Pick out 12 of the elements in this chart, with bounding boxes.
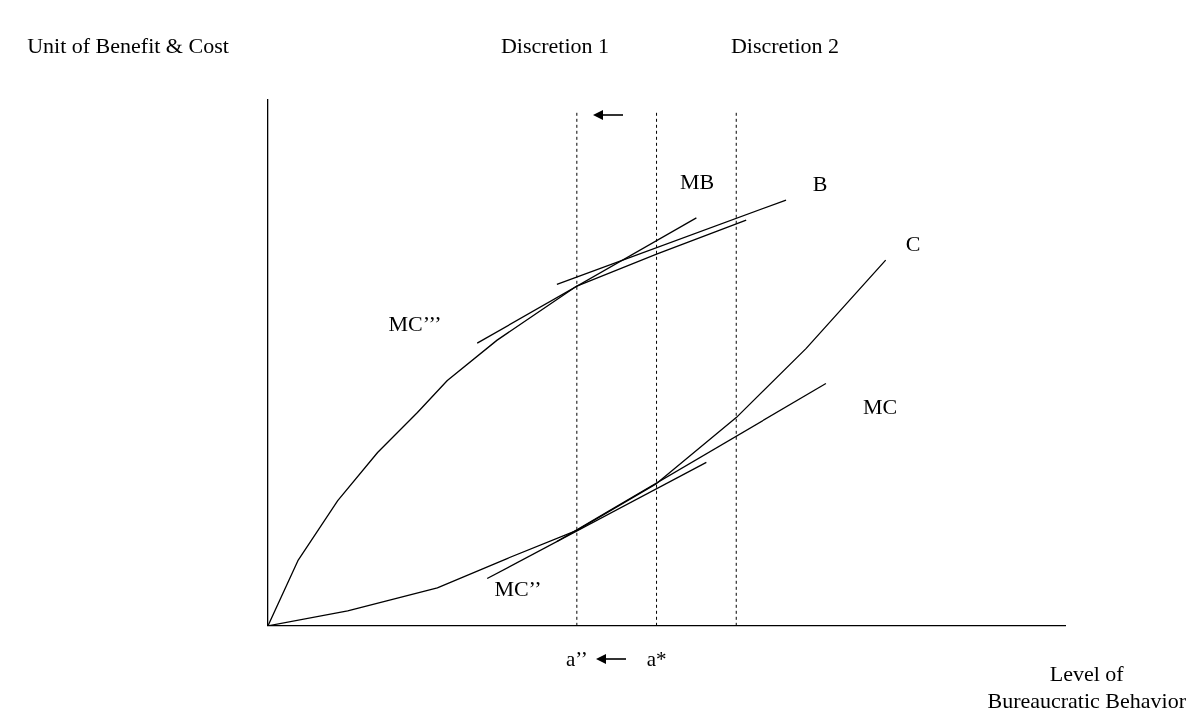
x-tick-label: a*	[646, 646, 667, 671]
annotation: MC’’	[494, 575, 542, 601]
x-tick-label: a’’	[565, 646, 588, 671]
annotation: MC’’’	[388, 310, 442, 336]
text: MB	[679, 168, 715, 194]
x-axis-title: Level of Bureaucratic Behavior	[987, 660, 1186, 714]
text: B	[812, 170, 828, 196]
text: Unit of Benefit & Cost	[27, 32, 229, 58]
text: Discretion 2	[730, 32, 840, 58]
annotation: MC	[862, 393, 898, 419]
text: Discretion 1	[500, 32, 610, 58]
annotation: C	[905, 230, 921, 256]
